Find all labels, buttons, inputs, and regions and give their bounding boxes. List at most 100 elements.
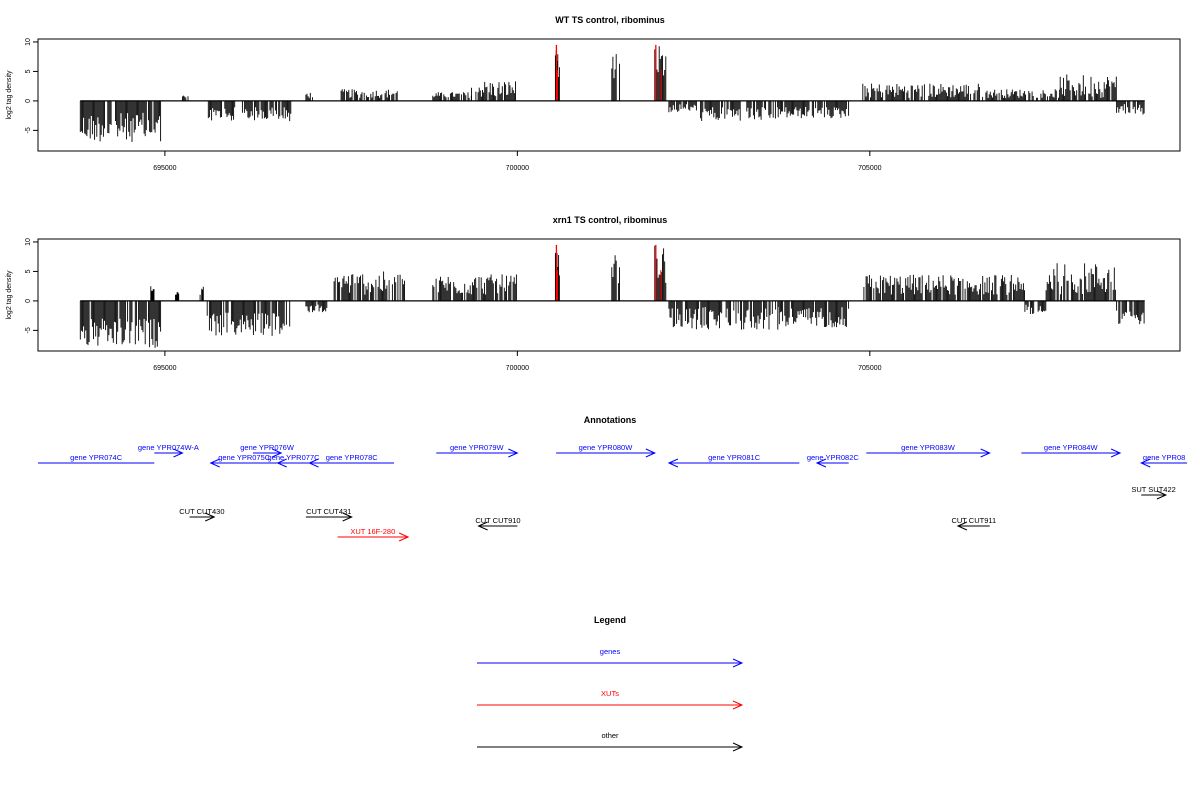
density-bar-group: [1024, 300, 1047, 314]
feature-arrow: gene YPR076W: [240, 443, 295, 458]
density-bar-group: [333, 271, 405, 301]
density-bar-group: [611, 255, 620, 301]
feature-arrow: SUT SUT422: [1131, 485, 1176, 500]
y-tick-label: 5: [25, 69, 32, 73]
y-tick-label: 5: [25, 269, 32, 273]
density-bar-group: [150, 286, 155, 301]
density-bar-group: [668, 300, 779, 330]
density-bar-group: [1059, 74, 1117, 101]
feature-arrow: gene YPR079W: [436, 443, 519, 458]
feature-arrow: gene YPR082C: [807, 453, 860, 468]
x-tick-label: 695000: [153, 165, 176, 172]
feature-label: XUT 16F-280: [350, 527, 395, 536]
density-bar-group: [1116, 300, 1145, 325]
feature-label: CUT CUT431: [306, 507, 351, 516]
feature-label: gene YPR082C: [807, 453, 860, 462]
feature-label: gene YPR074W-A: [138, 443, 199, 452]
feature-arrow: gene YPR084W: [1021, 443, 1122, 458]
panel-title: WT TS control, ribominus: [555, 15, 665, 25]
legend-item: other: [477, 731, 744, 752]
legend-label: other: [601, 731, 619, 740]
feature-label: gene YPR077C: [268, 453, 321, 462]
density-bar-group: [340, 89, 398, 101]
density-bar-group: [79, 300, 162, 348]
y-axis-label: log2 tag density: [6, 70, 13, 120]
density-bar-group: [79, 100, 162, 142]
y-tick-label: -5: [25, 127, 32, 133]
feature-label: CUT CUT911: [951, 516, 996, 525]
feature-arrow: gene YPR074C: [38, 453, 155, 464]
y-tick-label: -5: [25, 327, 32, 333]
density-bar-group: [182, 95, 189, 101]
legend-items: genes XUTs other: [477, 647, 744, 752]
density-bar-group: [982, 89, 1061, 101]
feature-arrow: gene YPR080W: [556, 443, 657, 458]
annotations-track: Annotations gene YPR074C gene YPR074W-A ge…: [38, 415, 1188, 542]
feature-arrow: CUT CUT431: [305, 507, 353, 522]
feature-arrow: gene YPR077C: [268, 453, 321, 468]
density-bar-group: [206, 300, 291, 336]
density-bar-group: [777, 300, 850, 328]
density-bar-group: [305, 92, 313, 101]
feature-arrow: gene YPR074W-A: [138, 443, 199, 458]
y-tick-label: 10: [25, 238, 32, 246]
density-bar-group: [175, 292, 180, 301]
axes: -5 0 5 10 695000 700000 705000: [25, 238, 882, 372]
feature-label: gene YPR074C: [70, 453, 123, 462]
density-bar-group: [777, 100, 850, 119]
feature-arrow: gene YPR078C: [308, 453, 394, 468]
density-bar-group: [207, 100, 236, 121]
density-bar-group: [700, 100, 779, 121]
xrn1-density-panel: xrn1 TS control, ribominus log2 tag dens…: [6, 215, 1181, 372]
y-tick-label: 0: [25, 99, 32, 103]
density-bar-group: [611, 54, 620, 101]
density-bars: [79, 44, 1145, 142]
density-bar-group: [432, 92, 472, 101]
feature-label: gene YPR075C: [218, 453, 271, 462]
feature-label: gene YPR081C: [708, 453, 761, 462]
feature-label: gene YPR076W: [240, 443, 295, 452]
y-tick-label: 10: [25, 38, 32, 46]
feature-arrow: CUT CUT910: [475, 516, 521, 531]
y-axis-label: log2 tag density: [6, 270, 13, 320]
density-bar-group: [862, 83, 980, 101]
density-bar-group: [241, 100, 292, 122]
density-bar-group: [863, 274, 1025, 301]
density-bar-group: [432, 274, 517, 301]
y-tick-label: 0: [25, 299, 32, 303]
plot-frame: [37, 38, 1181, 152]
feature-arrow: gene YPR08: [1139, 453, 1188, 468]
feature-arrow: CUT CUT430: [179, 507, 225, 522]
legend-title: Legend: [594, 615, 626, 625]
annotations-title: Annotations: [584, 415, 637, 425]
feature-label: gene YPR080W: [579, 443, 634, 452]
density-bar-group: [305, 300, 328, 313]
x-tick-label: 695000: [153, 365, 176, 372]
plot-frame: [37, 238, 1181, 352]
feature-arrow: gene YPR083W: [866, 443, 991, 458]
x-tick-label: 700000: [506, 365, 529, 372]
feature-arrow: gene YPR075C: [209, 453, 278, 468]
density-bars: [79, 244, 1145, 348]
legend-label: XUTs: [601, 689, 619, 698]
density-bar-group: [471, 81, 516, 101]
legend: Legend genes XUTs other: [477, 615, 744, 752]
feature-label: gene YPR078C: [326, 453, 379, 462]
feature-label: gene YPR08: [1143, 453, 1185, 462]
legend-label: genes: [600, 647, 621, 656]
feature-label: gene YPR079W: [450, 443, 505, 452]
feature-label: CUT CUT430: [179, 507, 224, 516]
density-bar-group: [199, 286, 204, 301]
feature-label: gene YPR084W: [1044, 443, 1099, 452]
x-tick-label: 705000: [858, 365, 881, 372]
feature-arrow: gene YPR081C: [667, 453, 800, 468]
feature-label: CUT CUT910: [475, 516, 520, 525]
panel-title: xrn1 TS control, ribominus: [553, 215, 668, 225]
feature-arrow: XUT 16F-280: [337, 527, 410, 542]
x-tick-label: 700000: [506, 165, 529, 172]
feature-label: SUT SUT422: [1131, 485, 1175, 494]
feature-label: gene YPR083W: [901, 443, 956, 452]
x-tick-label: 705000: [858, 165, 881, 172]
